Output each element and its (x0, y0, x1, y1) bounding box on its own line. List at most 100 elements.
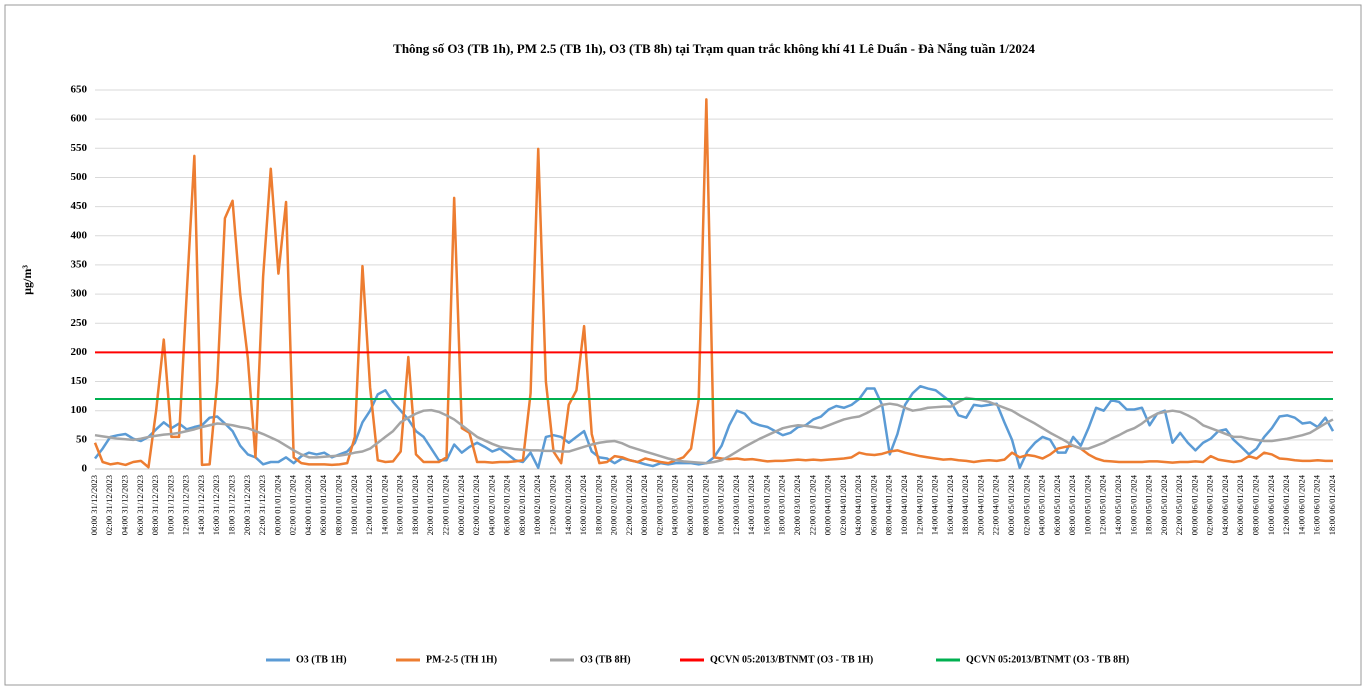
x-tick-label: 00:00 01/01/2024 (272, 474, 282, 535)
x-tick-label: 06:00 06/01/2024 (1235, 474, 1245, 535)
legend-label: O3 (TB 1H) (296, 654, 347, 665)
x-tick-label: 14:00 31/12/2023 (196, 475, 206, 535)
x-tick-label: 02:00 03/01/2024 (654, 474, 664, 535)
x-tick-label: 20:00 01/01/2024 (425, 474, 435, 535)
x-tick-label: 18:00 05/01/2024 (1144, 474, 1154, 535)
y-tick-label: 300 (71, 288, 88, 300)
x-tick-label: 02:00 06/01/2024 (1205, 474, 1215, 535)
y-tick-label: 100 (71, 404, 88, 416)
x-tick-label: 20:00 02/01/2024 (609, 474, 619, 535)
x-tick-label: 10:00 31/12/2023 (165, 475, 175, 535)
chart-frame (4, 4, 1362, 686)
x-tick-label: 12:00 01/01/2024 (364, 474, 374, 535)
x-tick-label: 02:00 01/01/2024 (288, 474, 298, 535)
x-tick-label: 00:00 06/01/2024 (1189, 474, 1199, 535)
x-tick-label: 14:00 03/01/2024 (746, 474, 756, 535)
x-tick-label: 06:00 02/01/2024 (502, 474, 512, 535)
x-tick-label: 04:00 02/01/2024 (486, 474, 496, 535)
series-line (93, 98, 1333, 469)
x-tick-label: 10:00 01/01/2024 (349, 474, 359, 535)
chart-title: Thông số O3 (TB 1h), PM 2.5 (TB 1h), O3 … (393, 41, 1035, 56)
x-tick-label: 04:00 03/01/2024 (670, 474, 680, 535)
y-tick-label: 500 (71, 171, 88, 183)
x-tick-label: 08:00 05/01/2024 (1067, 474, 1077, 535)
x-tick-label: 16:00 03/01/2024 (761, 474, 771, 535)
x-tick-label: 14:00 06/01/2024 (1296, 474, 1306, 535)
x-tick-label: 12:00 31/12/2023 (181, 475, 191, 535)
x-tick-label: 16:00 31/12/2023 (211, 475, 221, 535)
x-tick-label: 10:00 06/01/2024 (1266, 474, 1276, 535)
x-tick-label: 06:00 03/01/2024 (685, 474, 695, 535)
legend-label: O3 (TB 8H) (580, 654, 631, 665)
x-tick-label: 10:00 05/01/2024 (1082, 474, 1092, 535)
x-tick-label: 12:00 06/01/2024 (1281, 474, 1291, 535)
x-tick-label: 06:00 31/12/2023 (135, 475, 145, 535)
y-axis-label: µg/m³ (20, 265, 34, 295)
x-tick-label: 04:00 04/01/2024 (853, 474, 863, 535)
y-tick-label: 50 (76, 433, 88, 445)
x-tick-label: 22:00 04/01/2024 (991, 474, 1001, 535)
x-tick-label: 04:00 06/01/2024 (1220, 474, 1230, 535)
x-tick-label: 02:00 04/01/2024 (838, 474, 848, 535)
x-tick-label: 08:00 31/12/2023 (150, 475, 160, 535)
x-tick-label: 12:00 05/01/2024 (1098, 474, 1108, 535)
x-tick-label: 14:00 02/01/2024 (563, 474, 573, 535)
x-tick-label: 04:00 01/01/2024 (303, 474, 313, 535)
legend-label: QCVN 05:2013/BTNMT (O3 - TB 8H) (966, 654, 1129, 665)
x-tick-label: 22:00 05/01/2024 (1174, 474, 1184, 535)
x-tick-label: 18:00 06/01/2024 (1327, 474, 1337, 535)
x-tick-label: 22:00 02/01/2024 (624, 474, 634, 535)
x-tick-label: 18:00 03/01/2024 (777, 474, 787, 535)
x-tick-label: 10:00 02/01/2024 (532, 474, 542, 535)
legend-label: PM-2-5 (TH 1H) (426, 654, 497, 665)
y-tick-label: 150 (71, 375, 88, 387)
x-tick-label: 04:00 31/12/2023 (120, 475, 130, 535)
x-tick-label: 02:00 02/01/2024 (471, 474, 481, 535)
x-tick-label: 08:00 04/01/2024 (884, 474, 894, 535)
x-tick-label: 16:00 05/01/2024 (1128, 474, 1138, 535)
x-tick-label: 20:00 31/12/2023 (242, 475, 252, 535)
y-tick-label: 550 (71, 142, 88, 154)
x-tick-label: 06:00 05/01/2024 (1052, 474, 1062, 535)
y-tick-label: 200 (71, 346, 88, 358)
x-tick-label: 08:00 06/01/2024 (1251, 474, 1261, 535)
x-tick-label: 22:00 01/01/2024 (440, 474, 450, 535)
y-tick-label: 600 (71, 113, 88, 125)
x-tick-label: 10:00 03/01/2024 (716, 474, 726, 535)
x-tick-label: 02:00 31/12/2023 (104, 475, 114, 535)
x-tick-label: 16:00 01/01/2024 (395, 474, 405, 535)
x-tick-label: 04:00 05/01/2024 (1037, 474, 1047, 535)
y-tick-label: 350 (71, 258, 88, 270)
x-tick-label: 12:00 02/01/2024 (547, 474, 557, 535)
x-tick-label: 14:00 04/01/2024 (930, 474, 940, 535)
x-tick-label: 14:00 01/01/2024 (379, 474, 389, 535)
x-tick-label: 16:00 02/01/2024 (578, 474, 588, 535)
y-tick-label: 0 (82, 463, 88, 475)
x-tick-label: 06:00 04/01/2024 (868, 474, 878, 535)
x-tick-label: 02:00 05/01/2024 (1021, 474, 1031, 535)
x-tick-label: 14:00 05/01/2024 (1113, 474, 1123, 535)
x-tick-label: 00:00 03/01/2024 (639, 474, 649, 535)
x-tick-label: 18:00 31/12/2023 (227, 475, 237, 535)
legend-label: QCVN 05:2013/BTNMT (O3 - TB 1H) (710, 654, 873, 665)
y-tick-label: 450 (71, 200, 88, 212)
x-tick-label: 20:00 05/01/2024 (1159, 474, 1169, 535)
x-tick-label: 22:00 03/01/2024 (807, 474, 817, 535)
x-tick-label: 18:00 01/01/2024 (410, 474, 420, 535)
x-tick-label: 00:00 31/12/2023 (89, 475, 99, 535)
x-tick-label: 16:00 06/01/2024 (1312, 474, 1322, 535)
x-tick-label: 20:00 04/01/2024 (975, 474, 985, 535)
x-tick-label: 20:00 03/01/2024 (792, 474, 802, 535)
y-tick-label: 250 (71, 317, 88, 329)
x-tick-label: 18:00 04/01/2024 (960, 474, 970, 535)
x-tick-label: 06:00 01/01/2024 (318, 474, 328, 535)
y-tick-label: 400 (71, 229, 88, 241)
x-tick-label: 08:00 01/01/2024 (333, 474, 343, 535)
x-tick-label: 08:00 03/01/2024 (700, 474, 710, 535)
x-tick-label: 00:00 05/01/2024 (1006, 474, 1016, 535)
x-tick-label: 22:00 31/12/2023 (257, 475, 267, 535)
x-tick-label: 18:00 02/01/2024 (593, 474, 603, 535)
x-tick-label: 12:00 03/01/2024 (731, 474, 741, 535)
x-tick-label: 12:00 04/01/2024 (914, 474, 924, 535)
